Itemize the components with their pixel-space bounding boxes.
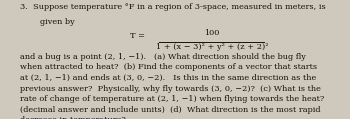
Text: 1 + (x − 3)² + y² + (z + 2)²: 1 + (x − 3)² + y² + (z + 2)² [155, 43, 268, 51]
Text: 3.  Suppose temperature °F in a region of 3-space, measured in meters, is: 3. Suppose temperature °F in a region of… [20, 3, 326, 11]
Text: T =: T = [130, 32, 145, 40]
Text: 100: 100 [204, 29, 219, 37]
Text: and a bug is a point (2, 1, −1).   (a) What direction should the bug fly
when at: and a bug is a point (2, 1, −1). (a) Wha… [20, 53, 324, 119]
Text: given by: given by [40, 18, 75, 26]
